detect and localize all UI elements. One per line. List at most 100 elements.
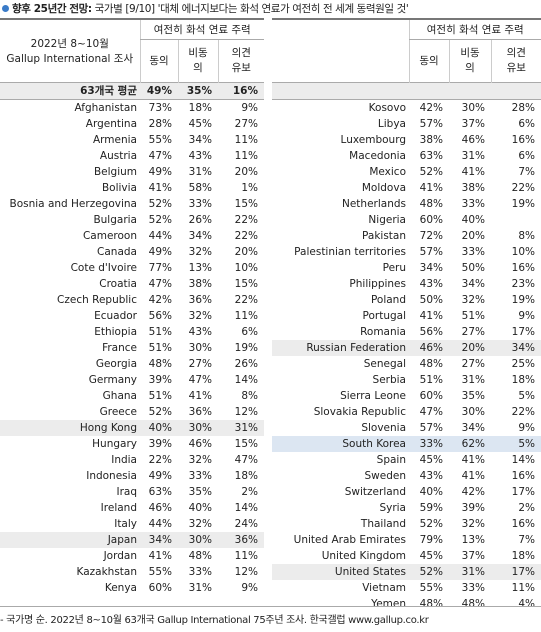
value: 20% [461,341,485,354]
value: 16% [511,469,535,482]
country: Spain [376,453,406,466]
country: Philippines [349,277,406,290]
value: 41% [148,549,172,562]
value: 22% [234,229,258,242]
row: Luxembourg 38% 46% 16% [272,132,541,148]
value: 34% [419,261,443,274]
value: 18% [511,549,535,562]
row: Hong Kong 40% 30% 31% [0,420,264,436]
country: Ghana [102,389,137,402]
value: 11% [234,133,258,146]
header-row: 동의 비동의 의견 유보 [0,39,264,83]
country: Belgium [93,165,137,178]
value: 36% [234,533,258,546]
value: 49% [148,469,172,482]
value: 31% [461,149,485,162]
country: 63개국 평균 [0,82,140,100]
empty-cell [491,82,541,100]
row: Belgium 49% 31% 20% [0,164,264,180]
value: 15% [234,437,258,450]
country: Pakistan [362,229,406,242]
country: Kenya [104,581,137,594]
value: 34% [511,341,535,354]
row: Greece 52% 36% 12% [0,404,264,420]
value: 31% [234,421,258,434]
row: Libya 57% 37% 6% [272,116,541,132]
value: 37% [461,549,485,562]
value: 8% [518,229,535,242]
value: 40% [419,485,443,498]
row: Czech Republic 42% 36% 22% [0,292,264,308]
value: 50% [419,293,443,306]
value: 63% [419,149,443,162]
value: 60% [419,213,443,226]
group-header: 여전히 화석 연료 주력 [139,19,264,40]
value: 16% [511,261,535,274]
value: 14% [234,373,258,386]
value: 9% [518,421,535,434]
value: 32% [461,293,485,306]
row: India 22% 32% 47% [0,452,264,468]
value: 32% [188,517,212,530]
row: Pakistan 72% 20% 8% [272,228,541,244]
column-header: 비동의 [177,39,218,83]
row: Cote d'Ivoire 77% 13% 10% [0,260,264,276]
value: 41% [461,469,485,482]
value: 43% [419,277,443,290]
country: Poland [370,293,406,306]
value: 51% [148,389,172,402]
row: Palestinian territories 57% 33% 10% [272,244,541,260]
value: 6% [518,117,535,130]
value: 36% [188,293,212,306]
value: 11% [234,149,258,162]
country: United Kingdom [321,549,406,562]
value: 46% [188,437,212,450]
value: 44% [148,229,172,242]
value: 36% [188,405,212,418]
row: Switzerland 40% 42% 17% [272,484,541,500]
row: Kenya 60% 31% 9% [0,580,264,596]
country: South Korea [342,437,406,450]
value: 52% [419,165,443,178]
row: Italy 44% 32% 24% [0,516,264,532]
country: Slovakia Republic [313,405,406,418]
value: 31% [188,581,212,594]
empty-cell [409,82,449,100]
value: 57% [419,421,443,434]
value: 11% [234,309,258,322]
value: 22% [511,181,535,194]
row: Nigeria 60% 40% [272,212,541,228]
value: 2% [518,501,535,514]
row: Canada 49% 32% 20% [0,244,264,260]
value: 55% [148,133,172,146]
value: 41% [419,181,443,194]
value: 27% [188,357,212,370]
value: 37% [461,117,485,130]
country: Palestinian territories [294,245,406,258]
country: Mexico [369,165,406,178]
value: 27% [461,325,485,338]
country: Iraq [116,485,137,498]
value: 51% [461,309,485,322]
row: Bosnia and Herzegovina 52% 33% 15% [0,196,264,212]
value: 56% [419,325,443,338]
empty-cell [449,82,491,100]
value: 52% [419,565,443,578]
country: United Arab Emirates [293,533,406,546]
value: 45% [419,549,443,562]
value: 24% [234,517,258,530]
column-label: 의견 유보 [231,47,251,74]
country: Bosnia and Herzegovina [9,197,138,210]
row: Ecuador 56% 32% 11% [0,308,264,324]
value: 31% [461,565,485,578]
country: United States [334,565,406,578]
row: Austria 47% 43% 11% [0,148,264,164]
value: 39% [148,373,172,386]
value: 6% [241,325,258,338]
value: 50% [461,261,485,274]
value: 30% [188,341,212,354]
row: Germany 39% 47% 14% [0,372,264,388]
value: 33% [461,581,485,594]
value: 56% [148,309,172,322]
value: 47% [234,453,258,466]
